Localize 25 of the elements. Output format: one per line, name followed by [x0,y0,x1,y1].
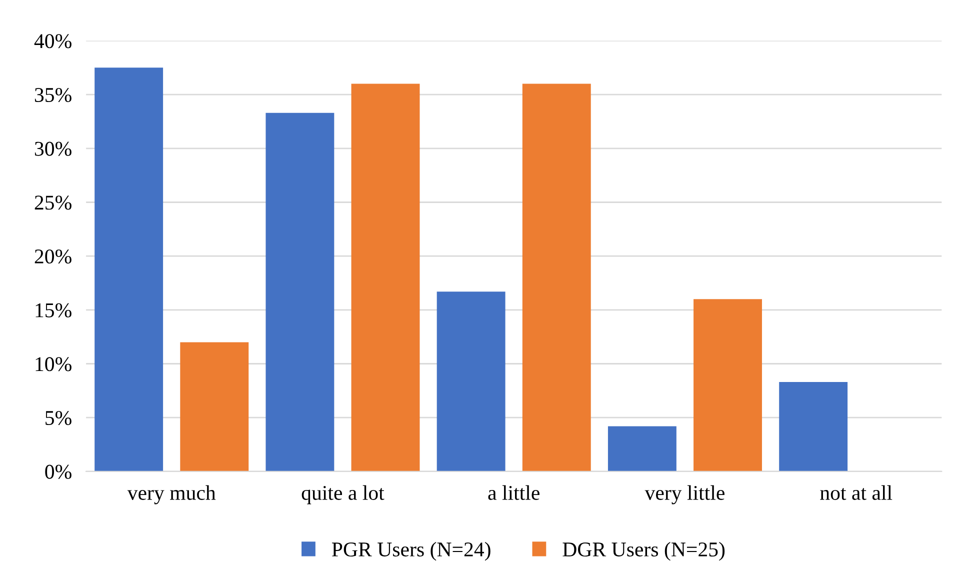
x-tick-label: a little [488,485,540,500]
bar [351,84,420,472]
x-tick-label: very little [644,485,724,504]
y-tick-label: 5% [46,410,72,426]
x-tick-label: not at all [820,485,892,500]
bar [94,68,164,472]
bar [180,342,249,472]
y-tick-label: 15% [36,303,72,318]
legend-label: DGR Users (N=25) [562,542,725,561]
bar [779,382,848,472]
legend-label: PGR Users (N=24) [332,542,490,561]
y-tick-label: 25% [34,196,72,210]
bar [436,292,506,472]
bar [266,112,334,472]
x-tick-label: very much [127,485,216,504]
x-tick-label: quite a lot [302,485,384,504]
y-tick-label: 35% [34,88,72,102]
y-tick-label: 30% [34,142,72,156]
bar [694,299,762,472]
bar [608,426,676,472]
y-tick-label: 0% [45,464,72,479]
y-tick-label: 40% [34,34,72,48]
bar [522,84,591,472]
y-tick-label: 20% [34,249,72,264]
y-tick-label: 10% [36,357,72,372]
